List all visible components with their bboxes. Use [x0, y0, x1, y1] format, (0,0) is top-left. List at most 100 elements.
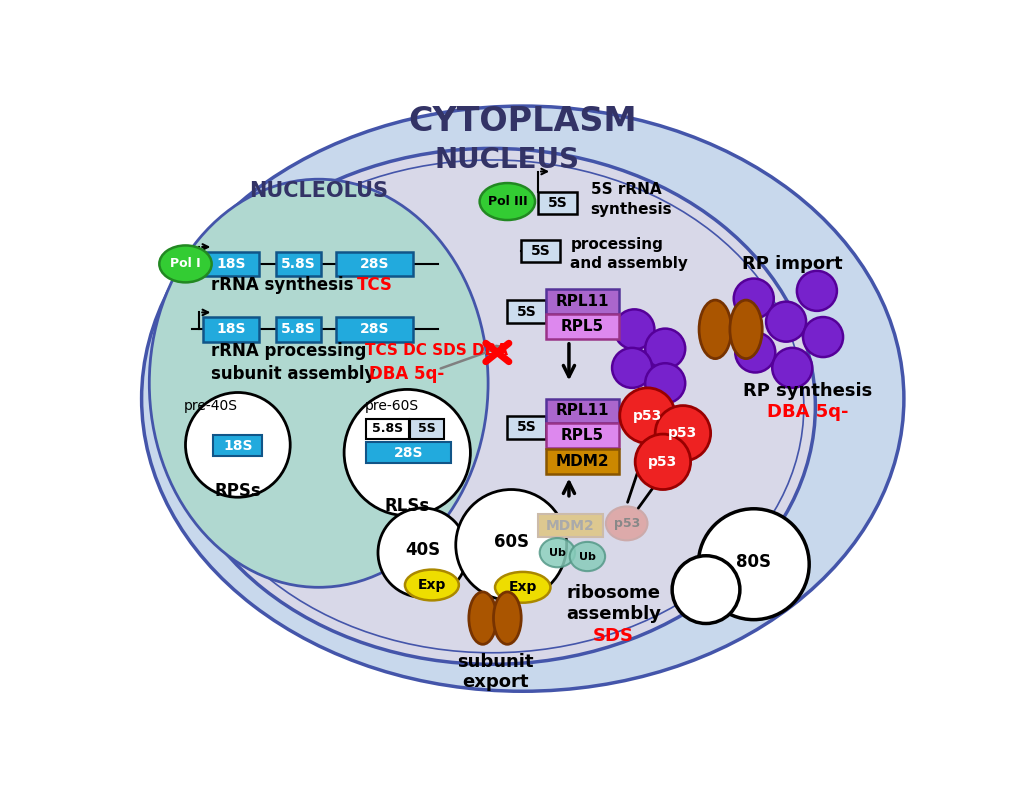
Circle shape [645, 363, 685, 403]
Text: RLSs: RLSs [384, 498, 429, 515]
Text: subunit: subunit [457, 653, 533, 671]
FancyBboxPatch shape [336, 252, 413, 276]
Text: rRNA processing: rRNA processing [211, 342, 366, 360]
Ellipse shape [730, 300, 761, 359]
Ellipse shape [494, 572, 550, 603]
FancyBboxPatch shape [276, 252, 321, 276]
FancyBboxPatch shape [276, 317, 321, 341]
FancyBboxPatch shape [366, 441, 450, 464]
Ellipse shape [605, 507, 647, 541]
Text: TCS: TCS [357, 276, 392, 295]
Circle shape [611, 348, 651, 388]
Text: 5.8S: 5.8S [281, 257, 316, 271]
Text: 18S: 18S [216, 322, 246, 337]
Circle shape [645, 329, 685, 368]
Circle shape [796, 271, 836, 311]
Circle shape [613, 310, 654, 349]
Ellipse shape [570, 542, 604, 571]
Text: RP synthesis: RP synthesis [742, 382, 871, 400]
Text: CYTOPLASM: CYTOPLASM [408, 105, 637, 138]
Circle shape [765, 302, 805, 341]
Text: 5S: 5S [517, 420, 536, 434]
Text: 5.8S: 5.8S [281, 322, 316, 337]
Circle shape [378, 508, 467, 597]
FancyBboxPatch shape [506, 415, 545, 439]
Text: 60S: 60S [493, 533, 528, 551]
FancyBboxPatch shape [545, 314, 619, 338]
Circle shape [343, 389, 470, 515]
Circle shape [733, 279, 773, 318]
Ellipse shape [539, 538, 575, 567]
Ellipse shape [168, 148, 814, 665]
Text: Exp: Exp [418, 578, 445, 592]
Circle shape [185, 392, 290, 497]
FancyBboxPatch shape [545, 289, 619, 314]
Ellipse shape [469, 592, 496, 644]
Text: processing: processing [570, 237, 662, 252]
Ellipse shape [149, 179, 488, 588]
Circle shape [654, 406, 710, 461]
Ellipse shape [493, 592, 521, 644]
Ellipse shape [405, 569, 459, 600]
Text: MDM2: MDM2 [554, 454, 608, 469]
FancyBboxPatch shape [203, 317, 259, 341]
Text: RPL11: RPL11 [554, 294, 608, 309]
Text: ribosome: ribosome [567, 584, 660, 602]
Text: 80S: 80S [736, 553, 770, 571]
Text: Exp: Exp [508, 580, 536, 595]
FancyBboxPatch shape [545, 449, 619, 474]
FancyBboxPatch shape [410, 418, 444, 439]
FancyBboxPatch shape [366, 418, 409, 439]
FancyBboxPatch shape [506, 300, 545, 323]
Ellipse shape [142, 106, 903, 692]
Text: 5S: 5S [418, 422, 436, 435]
Circle shape [802, 317, 843, 357]
Circle shape [735, 333, 774, 372]
Circle shape [698, 509, 808, 619]
Ellipse shape [159, 245, 212, 283]
Ellipse shape [479, 183, 535, 220]
Text: 28S: 28S [360, 322, 389, 337]
Text: assembly: assembly [566, 605, 660, 623]
Text: pre-60S: pre-60S [365, 399, 419, 414]
Text: 18S: 18S [223, 438, 253, 453]
Text: DBA 5q-: DBA 5q- [766, 403, 848, 421]
Text: 5S: 5S [547, 196, 567, 210]
Text: p53: p53 [667, 426, 697, 441]
Text: Ub: Ub [579, 552, 595, 561]
Text: p53: p53 [613, 517, 639, 530]
FancyBboxPatch shape [545, 423, 619, 448]
Circle shape [635, 434, 690, 490]
Text: synthesis: synthesis [590, 202, 672, 217]
FancyBboxPatch shape [213, 435, 262, 457]
Text: TCS DC SDS DBA: TCS DC SDS DBA [365, 344, 507, 358]
Text: 5S: 5S [530, 244, 550, 258]
Text: Pol III: Pol III [487, 195, 527, 208]
Text: RP import: RP import [741, 255, 842, 273]
FancyBboxPatch shape [538, 515, 602, 538]
FancyBboxPatch shape [336, 317, 413, 341]
Text: MDM2: MDM2 [545, 518, 594, 533]
Text: Pol I: Pol I [170, 257, 201, 271]
Text: 5.8S: 5.8S [371, 422, 403, 435]
Text: 18S: 18S [216, 257, 246, 271]
Text: p53: p53 [648, 455, 677, 468]
Text: NUCLEOLUS: NUCLEOLUS [249, 181, 388, 201]
FancyBboxPatch shape [203, 252, 259, 276]
Circle shape [455, 490, 567, 600]
Text: 28S: 28S [360, 257, 389, 271]
Text: 28S: 28S [393, 445, 423, 460]
Text: Ub: Ub [548, 548, 566, 557]
Circle shape [771, 348, 811, 388]
Text: NUCLEUS: NUCLEUS [434, 146, 579, 174]
Text: and assembly: and assembly [570, 256, 688, 272]
Text: p53: p53 [632, 409, 661, 422]
Text: RPL5: RPL5 [559, 428, 603, 443]
Text: RPL5: RPL5 [559, 318, 603, 333]
Text: 5S rRNA: 5S rRNA [590, 182, 660, 197]
Ellipse shape [698, 300, 731, 359]
FancyBboxPatch shape [538, 192, 576, 214]
FancyBboxPatch shape [545, 399, 619, 423]
Text: 40S: 40S [405, 542, 440, 559]
Circle shape [672, 556, 739, 623]
